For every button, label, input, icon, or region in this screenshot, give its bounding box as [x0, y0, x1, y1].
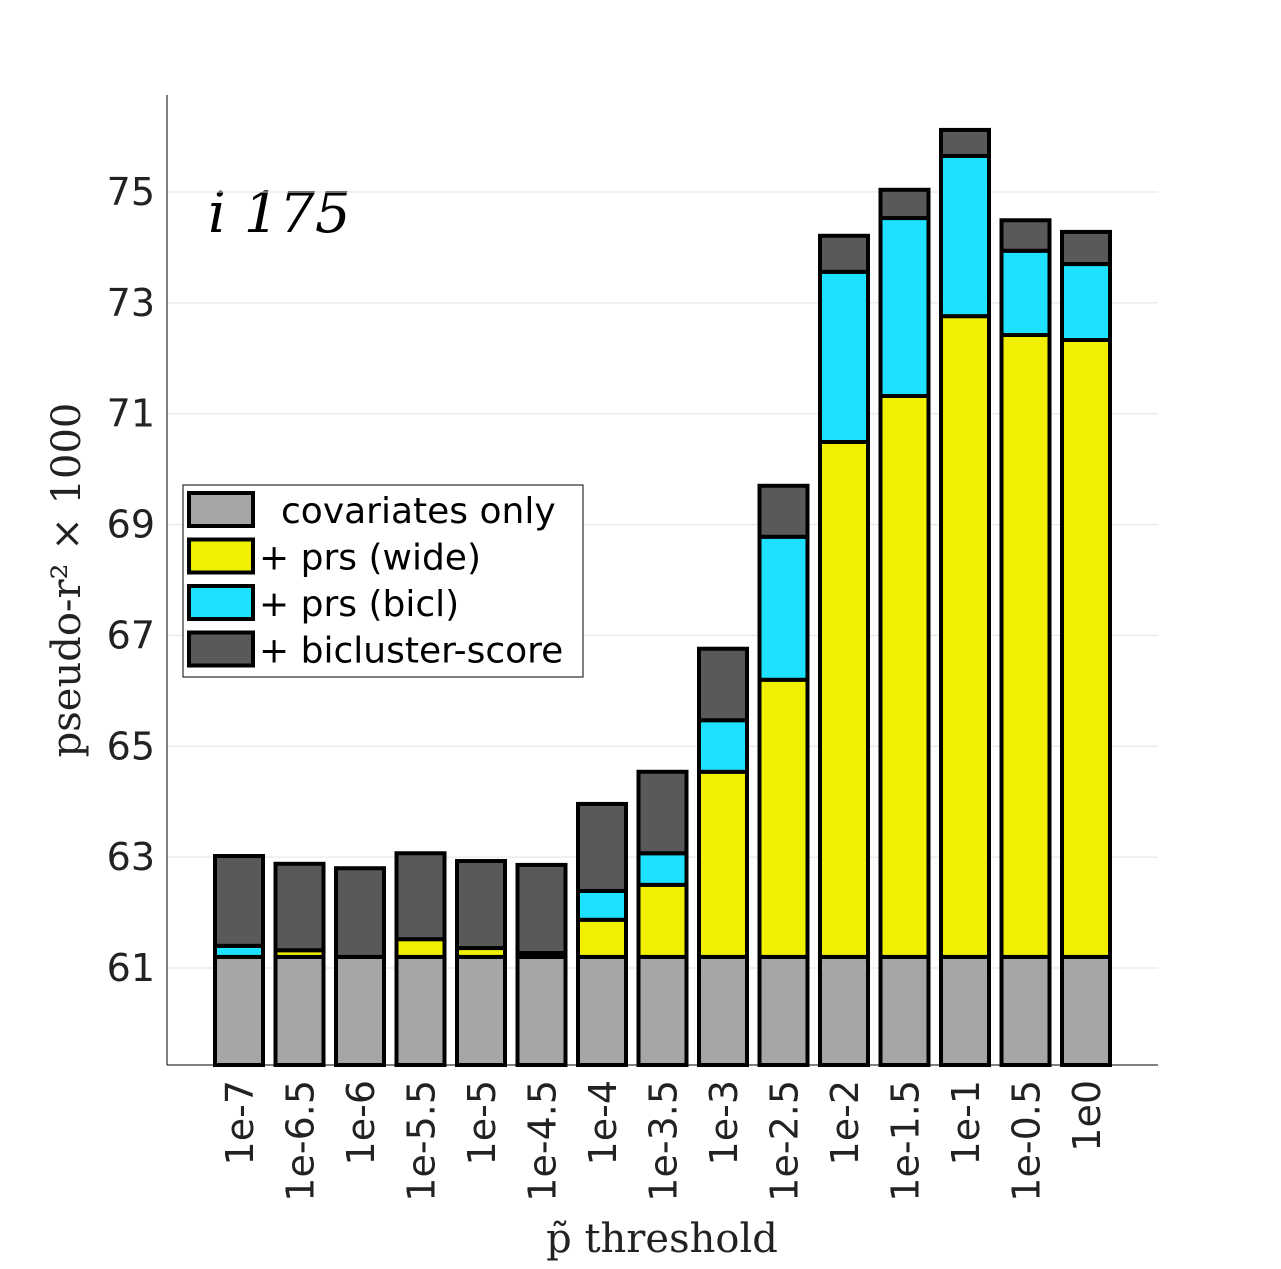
bar-segment [697, 769, 749, 959]
bar-segment [878, 393, 931, 959]
legend-swatch [187, 584, 255, 621]
bar-segment [757, 483, 810, 539]
bar-segment [999, 248, 1052, 338]
legend-label: + bicluster-score [259, 631, 563, 672]
bar-segment [636, 769, 689, 856]
x-tick-label: 1e-5 [460, 1080, 504, 1165]
x-tick-label: 1e-2 [823, 1080, 867, 1165]
x-tick-label: 1e-4.5 [521, 1080, 565, 1202]
bar-segment [576, 954, 628, 1068]
bar-segment [636, 851, 689, 887]
legend-swatch [187, 491, 255, 528]
bar-segment [455, 954, 507, 1068]
bar-segment [334, 866, 386, 959]
bar-segment [939, 314, 991, 959]
x-tick-label: 1e-2.5 [763, 1080, 807, 1202]
bar-segment [818, 954, 870, 1068]
x-tick-label: 1e-0.5 [1005, 1080, 1049, 1202]
bar-segment [999, 333, 1052, 959]
bar-segment [576, 888, 628, 922]
bar-segment [999, 218, 1052, 253]
bar-segment [273, 954, 326, 1068]
y-tick-label: 71 [107, 392, 155, 436]
bar-segment [1060, 954, 1112, 1068]
y-tick-label: 73 [107, 281, 155, 325]
bar-segment [757, 677, 810, 959]
legend-label: covariates only [281, 491, 556, 532]
bar-segment [1060, 337, 1112, 959]
bar-segment [1060, 229, 1112, 267]
x-tick-label: 1e-4 [581, 1080, 625, 1165]
bar-segment [576, 801, 628, 893]
bar-segment [576, 917, 628, 959]
bar-segment [878, 954, 931, 1068]
x-tick-label: 1e-3 [702, 1080, 746, 1165]
x-tick-label: 1e-5.5 [400, 1080, 444, 1202]
bar-segment [878, 187, 931, 221]
bar-segment [515, 862, 568, 956]
bar-segment [455, 859, 507, 951]
bar-segment [515, 954, 568, 1068]
x-tick-label: 1e-3.5 [642, 1080, 686, 1202]
bar-segment [697, 954, 749, 1068]
bar-segment [636, 954, 689, 1068]
bar-segment [818, 233, 870, 274]
bar-segment [213, 954, 265, 1068]
y-tick-label: 69 [107, 503, 155, 547]
y-axis-label: pseudo-r² × 1000 [44, 403, 90, 758]
bar-segment [939, 954, 991, 1068]
bar-segment [394, 851, 447, 942]
bar-segment [1060, 262, 1112, 342]
bar-segment [334, 954, 386, 1068]
bar-segment [939, 153, 991, 319]
x-tick-label: 1e-6 [339, 1080, 383, 1165]
bar-segment [636, 882, 689, 959]
x-tick-label: 1e-1 [944, 1080, 988, 1165]
bar-segment [394, 937, 447, 959]
bar-segment [213, 854, 265, 948]
bar-segment [394, 954, 447, 1068]
bar-segment [999, 954, 1052, 1068]
bar-segment [818, 269, 870, 444]
x-tick-label: 1e0 [1065, 1080, 1109, 1152]
bar-segment [818, 439, 870, 959]
y-tick-label: 67 [107, 613, 155, 657]
bar-segment [757, 534, 810, 682]
x-axis-label: p̃ threshold [546, 1216, 778, 1262]
legend-swatch [187, 537, 255, 575]
y-tick-label: 61 [107, 946, 155, 990]
y-tick-label: 63 [107, 835, 155, 879]
bar-segment [757, 954, 810, 1068]
bar-segment [273, 861, 326, 953]
annotation: i 175 [208, 181, 351, 246]
legend-label: + prs (wide) [259, 538, 481, 579]
y-tick-label: 75 [107, 170, 155, 214]
bar-segment [878, 216, 931, 398]
y-tick-label: 65 [107, 724, 155, 768]
bar-segment [939, 127, 991, 158]
bar-segment [697, 718, 749, 774]
x-tick-label: 1e-6.5 [279, 1080, 323, 1202]
legend-label: + prs (bicl) [259, 584, 459, 625]
x-tick-label: 1e-1.5 [884, 1080, 928, 1202]
legend-swatch [187, 630, 255, 668]
x-tick-label: 1e-7 [218, 1080, 262, 1165]
bar-segment [697, 646, 749, 723]
